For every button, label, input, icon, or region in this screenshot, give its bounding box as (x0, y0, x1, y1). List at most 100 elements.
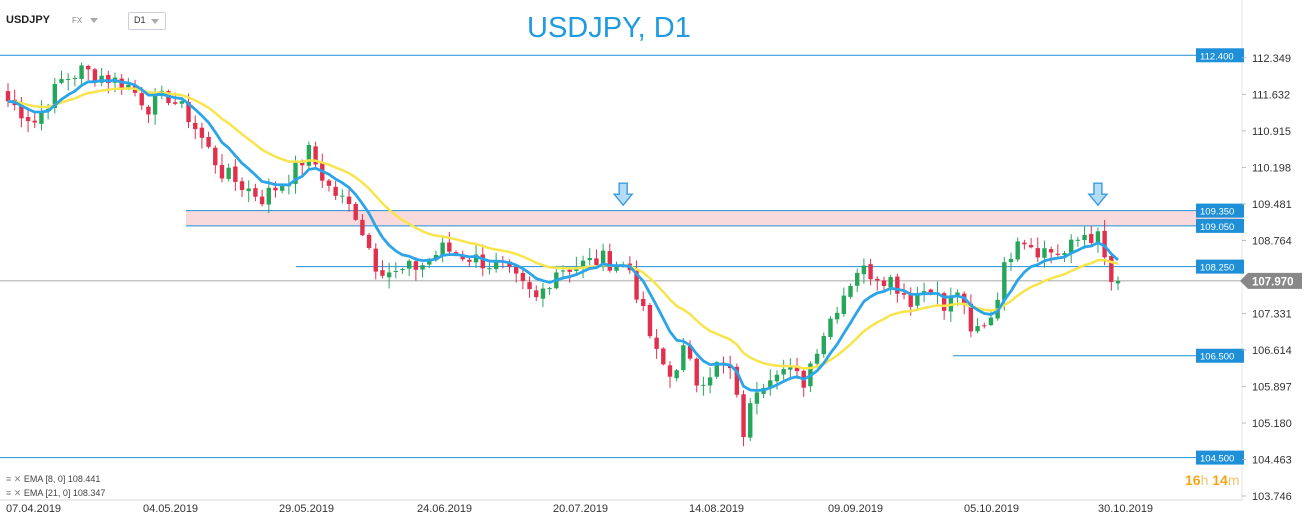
candle-body[interactable] (259, 196, 265, 205)
level-label-box[interactable] (1196, 218, 1244, 233)
candle-body[interactable] (687, 346, 693, 359)
candle-body[interactable] (233, 166, 238, 182)
candle-body[interactable] (748, 403, 753, 438)
candle-body[interactable] (413, 261, 419, 270)
candle-body[interactable] (821, 336, 826, 355)
candle-body[interactable] (814, 353, 820, 364)
candle-body[interactable] (547, 288, 552, 290)
candle-body[interactable] (948, 295, 954, 312)
candle-body[interactable] (306, 144, 312, 166)
candle-body[interactable] (1062, 253, 1067, 256)
timeframe-select[interactable]: D1 (128, 12, 166, 30)
candle-body[interactable] (868, 264, 873, 280)
candle-body[interactable] (493, 261, 499, 270)
candle-body[interactable] (908, 294, 913, 307)
candle-body[interactable] (1048, 249, 1054, 253)
candle-body[interactable] (741, 394, 746, 438)
candle-body[interactable] (828, 318, 833, 338)
candle-body[interactable] (888, 277, 893, 288)
candle-body[interactable] (1008, 258, 1014, 263)
candle-body[interactable] (5, 91, 11, 102)
candle-body[interactable] (781, 369, 786, 375)
ema-8-line[interactable] (7, 78, 1119, 392)
candle-body[interactable] (975, 326, 980, 332)
candle-body[interactable] (333, 186, 338, 196)
candle-body[interactable] (540, 288, 546, 299)
candle-body[interactable] (634, 271, 639, 300)
candle-body[interactable] (641, 298, 646, 307)
candle-body[interactable] (400, 269, 405, 271)
candle-body[interactable] (326, 180, 332, 186)
candle-body[interactable] (440, 242, 445, 256)
candle-body[interactable] (25, 117, 31, 122)
candle-body[interactable] (19, 105, 24, 119)
candle-body[interactable] (527, 282, 532, 290)
candle-body[interactable] (427, 259, 432, 265)
candle-body[interactable] (139, 93, 144, 106)
ema-21-line[interactable] (7, 87, 1119, 370)
level-label-box[interactable] (1196, 203, 1244, 218)
candle-body[interactable] (72, 77, 78, 79)
candle-body[interactable] (714, 362, 719, 377)
candle-body[interactable] (607, 251, 613, 271)
candle-body[interactable] (982, 325, 987, 327)
candle-body[interactable] (279, 185, 285, 191)
candle-body[interactable] (794, 366, 800, 372)
candle-body[interactable] (1028, 245, 1034, 248)
candle-body[interactable] (875, 278, 880, 281)
candle-body[interactable] (614, 266, 619, 271)
candle-body[interactable] (988, 317, 994, 326)
candle-body[interactable] (701, 384, 706, 386)
candle-body[interactable] (447, 242, 452, 252)
candle-body[interactable] (1082, 234, 1087, 241)
candle-body[interactable] (52, 83, 58, 108)
candle-body[interactable] (594, 258, 599, 265)
candle-body[interactable] (1055, 253, 1061, 255)
candle-body[interactable] (106, 74, 111, 84)
candle-body[interactable] (1015, 241, 1020, 260)
candle-body[interactable] (667, 365, 673, 377)
candle-body[interactable] (915, 295, 920, 306)
close-icon[interactable]: ✕ (13, 488, 22, 498)
candle-body[interactable] (1102, 230, 1107, 258)
candle-body[interactable] (293, 161, 298, 184)
candle-body[interactable] (841, 295, 847, 315)
symbol-dropdown-icon[interactable] (90, 18, 98, 23)
candle-body[interactable] (219, 164, 225, 179)
level-label-box[interactable] (1196, 48, 1244, 63)
candle-body[interactable] (567, 269, 572, 272)
candle-body[interactable] (968, 303, 974, 332)
candle-body[interactable] (1035, 248, 1040, 258)
candle-body[interactable] (1022, 242, 1027, 245)
candle-body[interactable] (79, 65, 84, 79)
resistance-zone[interactable] (186, 210, 1242, 226)
level-label-box[interactable] (1196, 259, 1244, 274)
candle-body[interactable] (346, 196, 352, 204)
candle-body[interactable] (480, 254, 485, 269)
candle-body[interactable] (580, 260, 586, 268)
candle-body[interactable] (39, 111, 44, 124)
candle-body[interactable] (366, 234, 372, 249)
candle-body[interactable] (560, 270, 566, 272)
candle-body[interactable] (600, 250, 606, 265)
candle-body[interactable] (1042, 248, 1047, 258)
candle-body[interactable] (473, 254, 479, 263)
candle-body[interactable] (152, 94, 158, 115)
candle-body[interactable] (941, 293, 947, 311)
candle-body[interactable] (855, 272, 860, 286)
candle-body[interactable] (32, 120, 37, 123)
candle-body[interactable] (253, 188, 258, 197)
menu-icon[interactable]: ≡ (6, 488, 12, 498)
candle-body[interactable] (1068, 239, 1074, 253)
candle-body[interactable] (647, 304, 653, 337)
candle-body[interactable] (895, 276, 900, 294)
candle-body[interactable] (587, 258, 592, 261)
candle-body[interactable] (206, 136, 211, 147)
level-label-box[interactable] (1196, 450, 1244, 465)
candle-body[interactable] (901, 293, 907, 295)
candle-body[interactable] (520, 272, 526, 281)
candle-body[interactable] (707, 377, 713, 386)
candle-body[interactable] (246, 188, 251, 192)
candle-body[interactable] (834, 312, 840, 320)
candle-body[interactable] (179, 101, 185, 104)
